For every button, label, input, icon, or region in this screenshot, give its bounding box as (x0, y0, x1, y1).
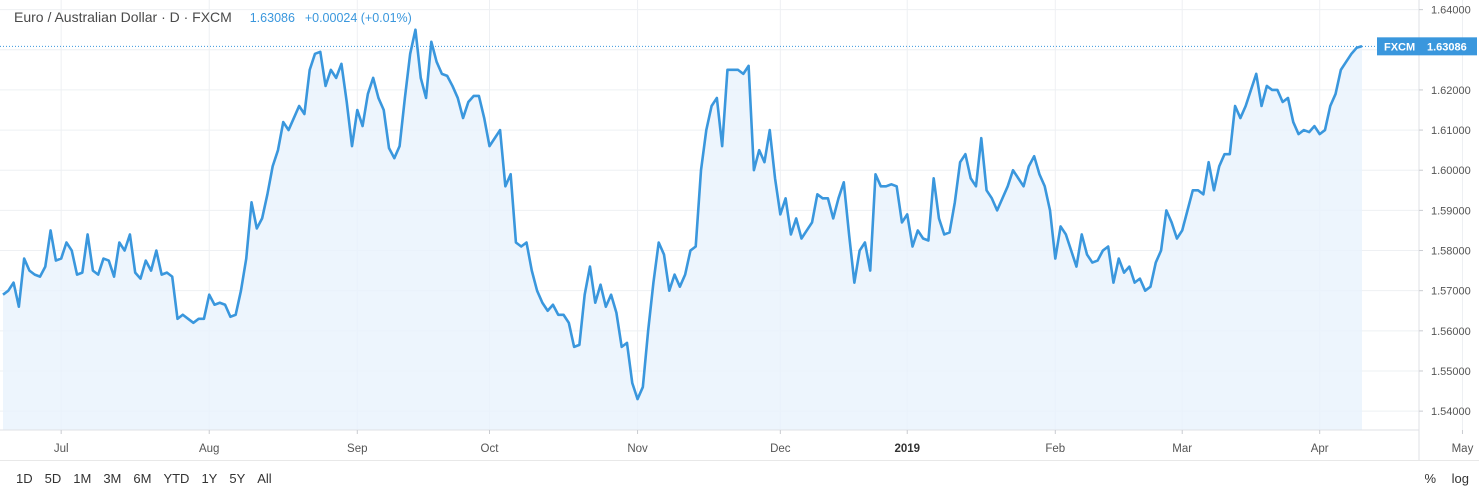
price-line (2, 28, 1363, 401)
range-1m[interactable]: 1M (73, 471, 92, 486)
price-tick-label: 1.62000 (1431, 85, 1471, 97)
percent-scale-toggle[interactable]: % (1424, 471, 1437, 486)
price-tick-label: 1.64000 (1431, 5, 1471, 17)
range-5y[interactable]: 5Y (229, 471, 246, 486)
price-tick-label: 1.57000 (1431, 286, 1471, 298)
price-axis[interactable]: 1.640001.630001.620001.610001.600001.590… (1419, 5, 1471, 418)
price-tick-label: 1.59000 (1431, 205, 1471, 217)
last-price-tag: FXCM 1.63086 (1377, 37, 1477, 56)
range-1d[interactable]: 1D (16, 471, 33, 486)
time-tick-label: Sep (347, 443, 367, 455)
symbol-title[interactable]: Euro / Australian Dollar · D · FXCM (14, 9, 232, 25)
time-tick-label: 2019 (894, 443, 920, 455)
last-price-tag-bg (1377, 37, 1477, 56)
price-tick-label: 1.58000 (1431, 246, 1471, 258)
legend-last-price: 1.63086 (249, 11, 295, 25)
time-tick-label: Nov (627, 443, 648, 455)
time-tick-label: Aug (199, 443, 219, 455)
range-selector: 1D 5D 1M 3M 6M YTD 1Y 5Y All (10, 471, 278, 486)
last-price-tag-source: FXCM (1384, 41, 1415, 53)
time-tick-label: May (1452, 443, 1474, 455)
price-tick-label: 1.55000 (1431, 366, 1471, 378)
range-all[interactable]: All (257, 471, 272, 486)
time-tick-label: Apr (1311, 443, 1329, 455)
last-price-tag-value: 1.63086 (1427, 41, 1467, 53)
range-5d[interactable]: 5D (44, 471, 62, 486)
legend-change: +0.00024 (+0.01%) (304, 11, 412, 25)
time-tick-label: Dec (770, 443, 791, 455)
price-tick-label: 1.54000 (1431, 406, 1471, 418)
time-tick-label: Feb (1045, 443, 1065, 455)
price-tick-label: 1.56000 (1431, 326, 1471, 338)
range-ytd[interactable]: YTD (163, 471, 190, 486)
range-3m[interactable]: 3M (103, 471, 122, 486)
range-1y[interactable]: 1Y (201, 471, 218, 486)
price-chart[interactable]: 1.640001.630001.620001.610001.600001.590… (0, 0, 1479, 460)
bottom-toolbar: 1D 5D 1M 3M 6M YTD 1Y 5Y All % log (0, 460, 1479, 500)
price-tick-label: 1.61000 (1431, 125, 1471, 137)
scale-toggles: % log (1412, 471, 1469, 486)
price-tick-label: 1.60000 (1431, 165, 1471, 177)
price-area-fill (3, 29, 1362, 431)
time-axis[interactable]: JulAugSepOctNovDec2019FebMarAprMayJun25 (54, 430, 1479, 455)
range-6m[interactable]: 6M (133, 471, 152, 486)
time-tick-label: Mar (1172, 443, 1192, 455)
time-tick-label: Oct (481, 443, 500, 455)
log-scale-toggle[interactable]: log (1451, 471, 1469, 486)
time-tick-label: Jul (54, 443, 69, 455)
chart-legend: Euro / Australian Dollar · D · FXCM 1.63… (14, 9, 412, 25)
